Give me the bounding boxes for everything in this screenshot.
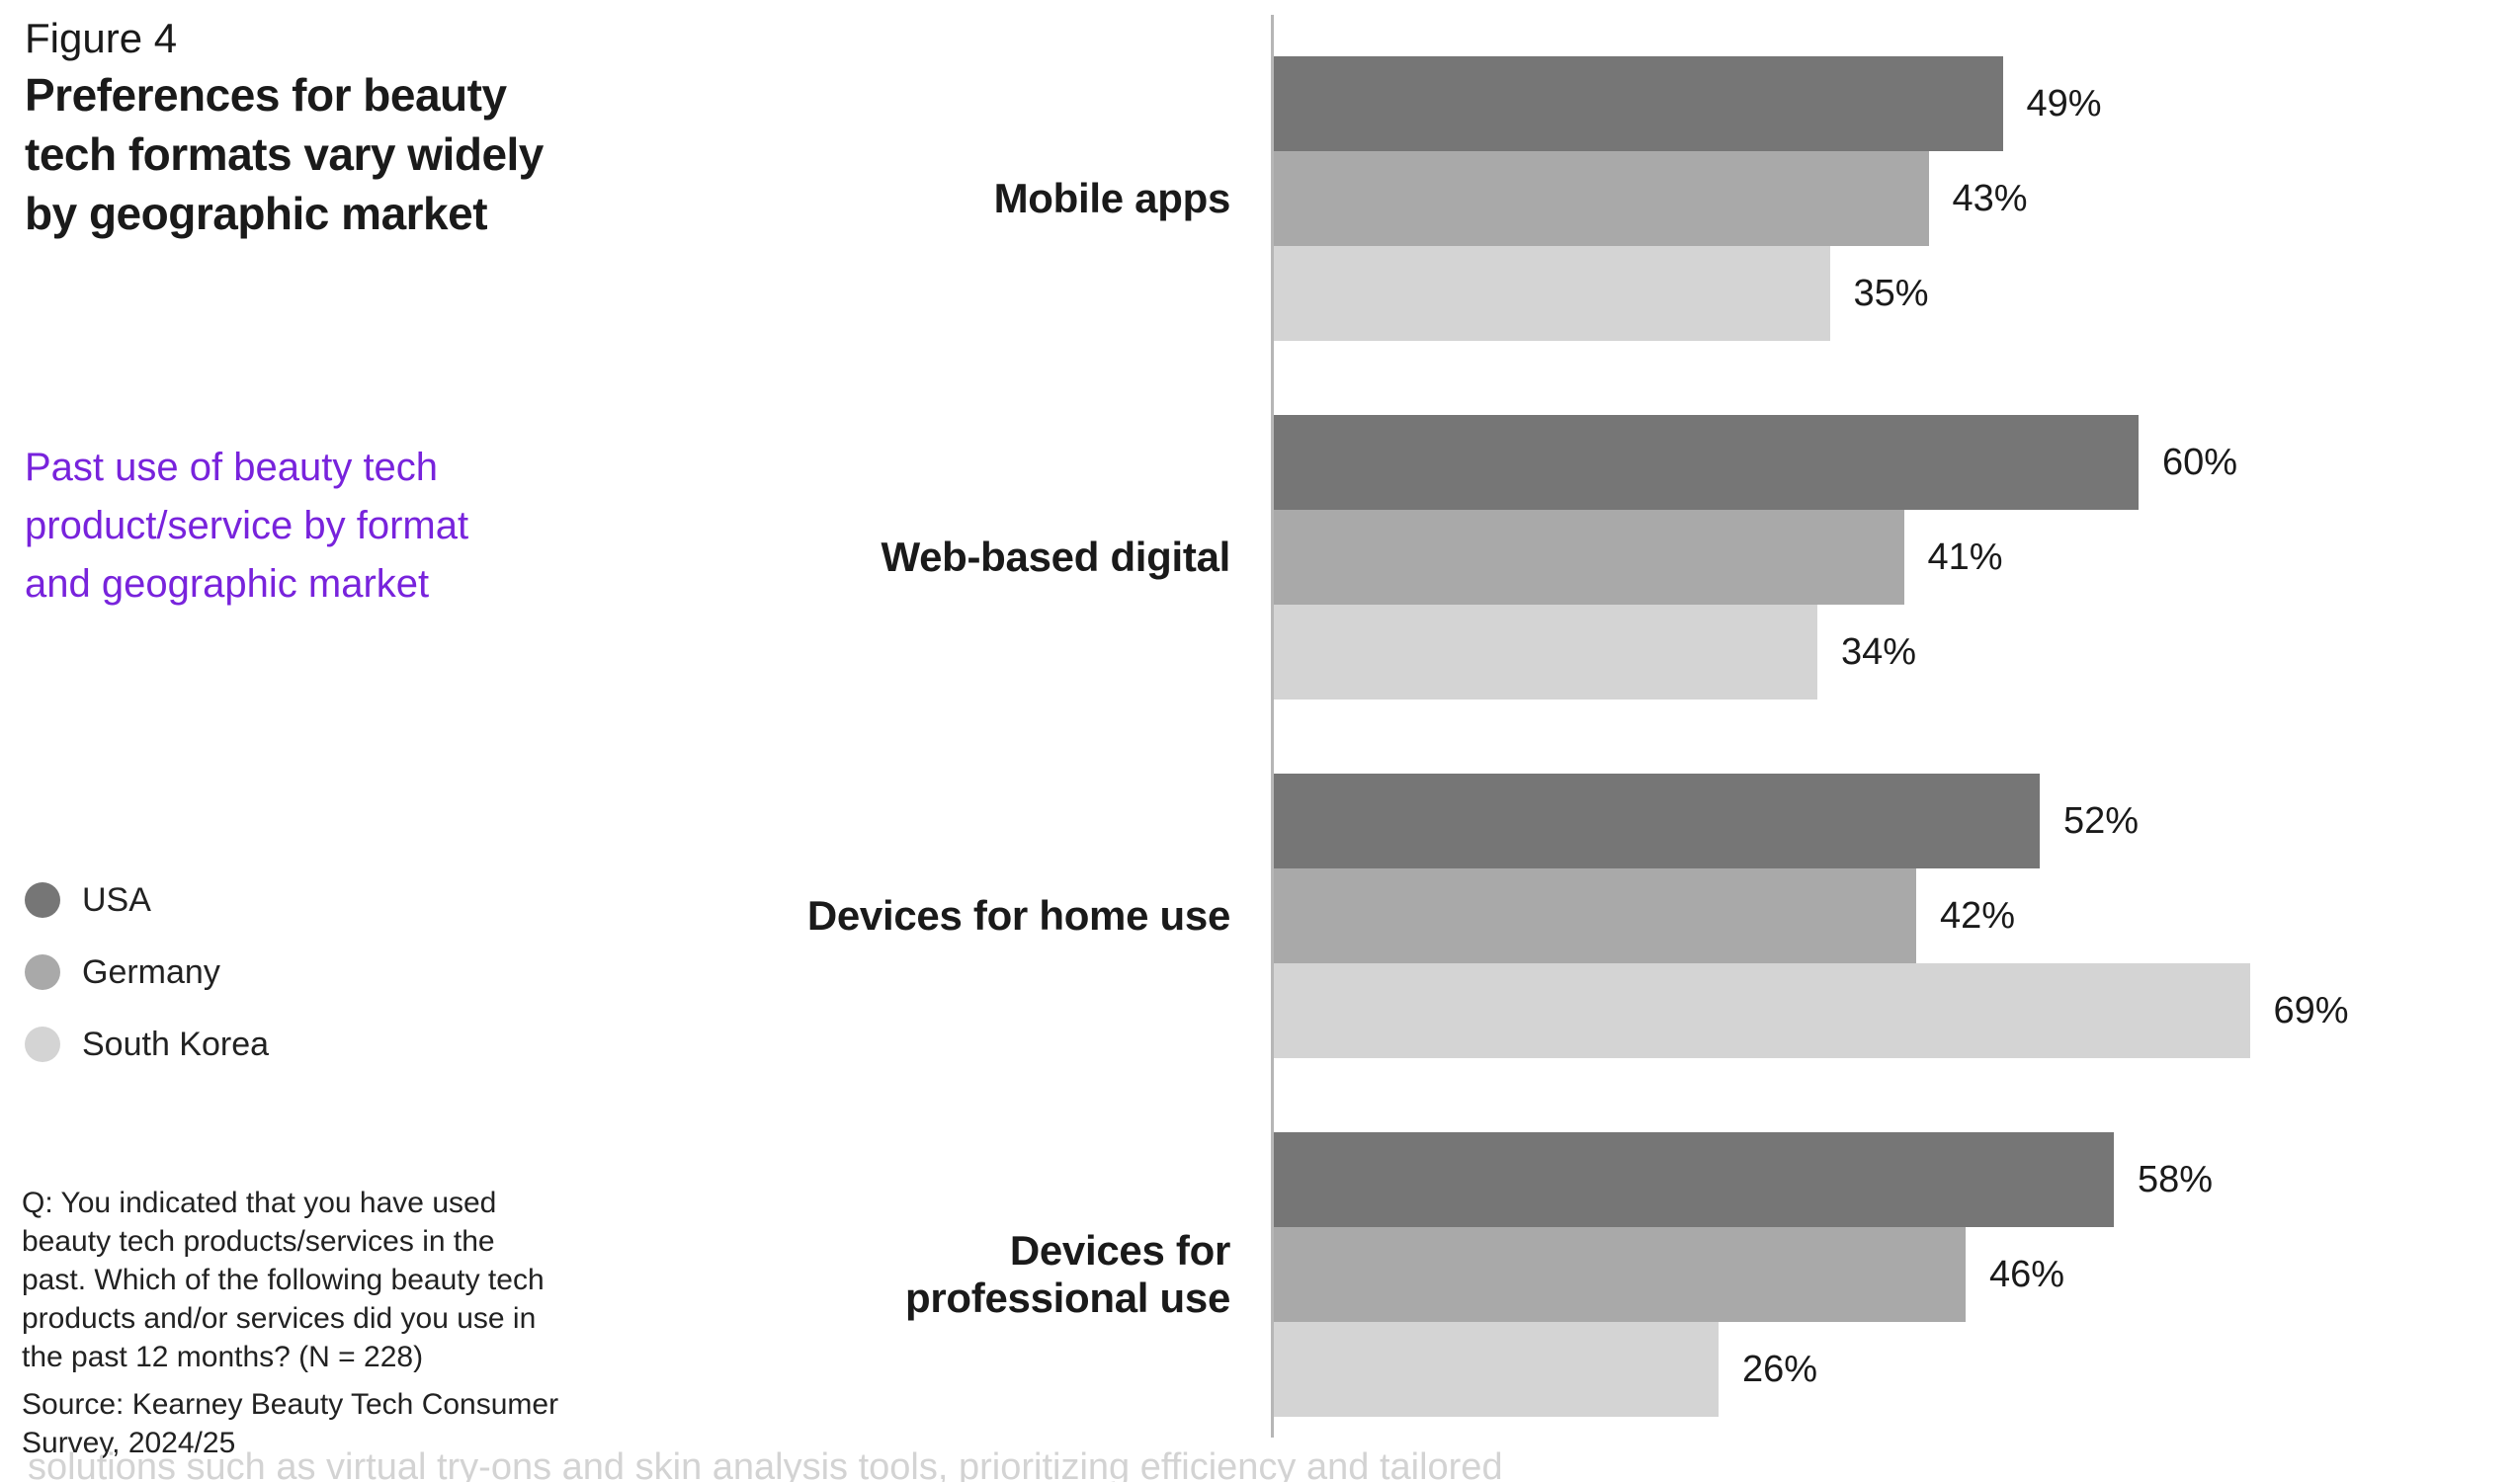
bar-group: Web-based digital 60% 41% 34% [0,415,2520,700]
bar-value-label: 43% [1952,178,2028,219]
footnote-question: Q: You indicated that you have used beau… [22,1184,575,1376]
figure-subtitle-line: product/service by format [25,504,469,547]
bar-south-korea [1274,246,1830,341]
legend-label: Germany [82,953,220,991]
legend-swatch-icon [25,954,60,990]
bar-group: Mobile apps 49% 43% 35% [0,56,2520,341]
category-label-line: Mobile apps [993,175,1231,221]
ghost-text: solutions such as virtual try-ons and sk… [28,1446,1503,1482]
bar-group: Devices for home use 52% 42% 69% [0,774,2520,1058]
bar-group: Devices for professional use 58% 46% 26% [0,1132,2520,1417]
bar-value-label: 41% [1927,536,2003,578]
figure-subtitle: Past use of beauty tech product/service … [25,439,468,614]
bar-usa [1274,1132,2114,1227]
footnote-question-line: the past 12 months? (N = 228) [22,1341,424,1373]
bar-usa [1274,56,2003,151]
bar-germany [1274,510,1904,605]
bar-value-label: 46% [1989,1254,2065,1295]
legend-label: USA [82,881,151,919]
bar-value-label: 58% [2138,1159,2214,1200]
figure-title-line: tech formats vary widely [25,128,544,180]
category-label-line: Devices for [1009,1227,1230,1274]
bar-value-label: 34% [1841,631,1917,673]
figure-subtitle-line: and geographic market [25,562,430,606]
footnote-source-line: Source: Kearney Beauty Tech Consumer [22,1388,559,1421]
bar-value-label: 52% [2063,800,2140,842]
legend-item: Germany [25,954,269,990]
bar-value-label: 35% [1853,273,1929,314]
category-label: Devices for home use [0,892,1230,940]
bar-value-label: 69% [2273,990,2349,1031]
footnote-question-line: products and/or services did you use in [22,1302,537,1335]
bar-value-label: 60% [2162,442,2238,483]
bar-usa [1274,415,2139,510]
figure-title-line: Preferences for beauty [25,69,507,121]
category-label-line: professional use [905,1275,1230,1321]
category-label: Devices for professional use [0,1227,1230,1322]
legend-swatch-icon [25,1027,60,1062]
bar-value-label: 26% [1742,1349,1818,1390]
category-label: Mobile apps [0,175,1231,222]
footnote-source-line: Survey, 2024/25 [22,1427,236,1459]
footnote-source: Source: Kearney Beauty Tech Consumer Sur… [22,1385,575,1462]
bar-germany [1274,868,1916,963]
footnote: Q: You indicated that you have used beau… [22,1184,575,1462]
category-label: Web-based digital [0,534,1231,581]
category-label-line: Devices for home use [806,892,1230,939]
bar-usa [1274,774,2040,868]
figure-subtitle-line: Past use of beauty tech [25,446,439,489]
figure-title: Preferences for beauty tech formats vary… [25,65,544,243]
bar-value-label: 49% [2026,83,2102,124]
bar-south-korea [1274,605,1817,700]
bar-germany [1274,151,1929,246]
bar-germany [1274,1227,1966,1322]
figure-title-line: by geographic market [25,188,488,239]
footnote-question-line: beauty tech products/services in the [22,1225,495,1258]
legend: USA Germany South Korea [25,882,269,1062]
bar-south-korea [1274,963,2250,1058]
bar-value-label: 42% [1940,895,2016,937]
legend-label: South Korea [82,1026,270,1063]
legend-item: USA [25,882,269,918]
legend-item: South Korea [25,1027,269,1062]
legend-swatch-icon [25,882,60,918]
footnote-question-line: past. Which of the following beauty tech [22,1264,545,1296]
bar-south-korea [1274,1322,1719,1417]
footnote-question-line: Q: You indicated that you have used [22,1187,497,1219]
y-axis-line [1271,15,1274,1438]
category-label-line: Web-based digital [881,534,1231,580]
figure-label: Figure 4 [25,15,178,61]
